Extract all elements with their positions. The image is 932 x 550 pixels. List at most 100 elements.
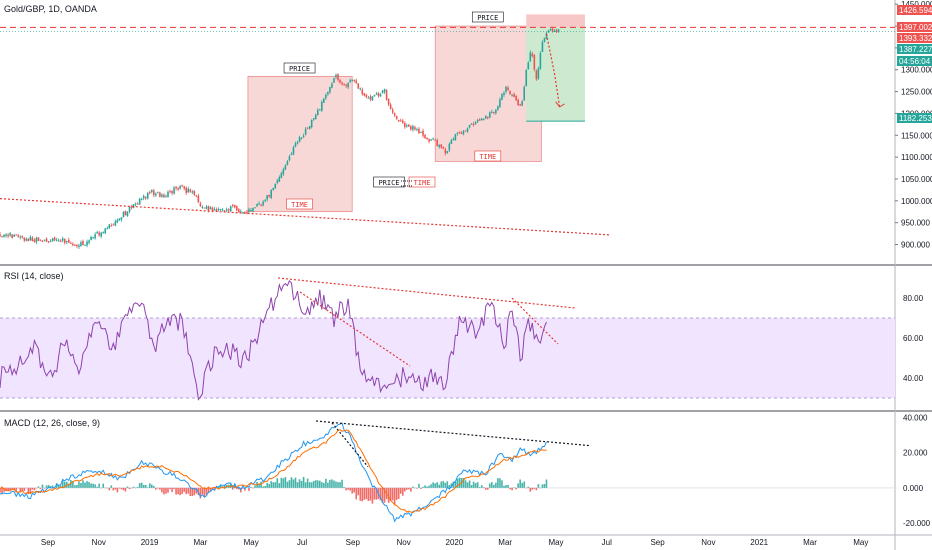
candle-body [298,137,301,143]
macd-histogram-bar [177,487,179,495]
macd-histogram-bar [321,482,323,488]
candle-body [29,236,32,241]
candle-body [304,128,307,135]
macd-histogram-bar [288,480,291,488]
candle-body [541,41,544,52]
candle-body [193,190,196,195]
measure-box-1 [247,75,353,213]
candle-body [102,232,105,234]
candle-body [300,137,303,139]
candle-body [134,203,137,205]
candle-body [535,70,538,80]
candle-body [377,93,380,96]
macd-histogram-bar [312,481,315,488]
box1-time-label-bg [286,198,313,210]
macd-histogram-bar [31,487,34,490]
candle-body [545,33,548,39]
candle-body [294,143,297,147]
candle-body [25,238,28,241]
candle-body [553,30,556,32]
candle-body [78,245,80,247]
candle-body [517,99,519,106]
macd-histogram-bar [21,487,24,491]
candle-body [148,192,151,194]
macd-histogram-bar [274,482,277,488]
macd-histogram-bar [126,486,129,488]
box2-time-label: TIME [479,153,496,161]
macd-histogram-bar [187,487,190,494]
macd-histogram-bar [78,481,80,488]
macd-histogram-bar [25,487,28,489]
candle-body [270,190,273,198]
candle-body [167,191,169,197]
rsi-band [0,317,895,399]
macd-histogram-bar [438,484,441,488]
position-stop-zone [526,14,585,28]
candle-body [221,209,224,211]
macd-histogram-bar [278,483,281,488]
macd-histogram-bar [229,483,232,488]
macd-histogram-bar [155,487,157,490]
time-tick-label: 2021 [750,538,768,547]
macd-histogram-bar [167,487,169,493]
macd-histogram-bar [1,487,3,495]
macd-histogram-bar [142,484,145,488]
macd-histogram-bar [539,487,542,489]
macd-histogram-bar [72,480,74,488]
candle-body [171,190,173,194]
candle-body [434,139,436,141]
macd-histogram-bar [195,487,198,494]
legend-price-label-bg [373,176,405,188]
macd-histogram-bar [493,484,495,488]
candle-body [302,135,305,138]
candle-body [110,225,113,227]
macd-histogram-bar [365,487,368,500]
macd-histogram-bar [183,487,185,492]
macd-series [0,422,895,523]
rsi-line [0,280,547,401]
candle-body [401,120,404,123]
candle-body [505,86,507,92]
price-tag-bg [897,113,932,123]
rsi-title: RSI (14, close) [4,271,64,281]
macd-histogram-bar [458,477,461,488]
macd-histogram-bar [474,483,477,488]
candle-body [306,127,309,129]
macd-histogram-bar [37,486,40,488]
macd-histogram-bar [76,484,78,488]
macd-histogram-bar [136,486,139,488]
macd-histogram-bar [529,487,532,492]
macd-histogram-bar [537,484,540,488]
candle-body [250,210,252,212]
macd-histogram-bar [159,487,161,490]
macd-histogram-bar [486,487,489,490]
macd-histogram-bar [379,487,382,501]
macd-histogram-bar [276,478,279,488]
candle-body [203,207,206,209]
macd-histogram-bar [211,487,214,490]
macd-histogram-bar [29,487,32,493]
price-time-boxes: PRICE TIME PRICE TIME PRICE TIME [247,11,585,213]
macd-histogram-bar [505,485,507,488]
candle-body [314,114,317,120]
macd-tick-label: -20.000 [903,519,931,528]
candle-body [495,109,497,114]
price-tags: 1426.594 1397.002 1393.332 1387.227 04:56:04… [897,5,932,123]
candle-body [529,52,532,62]
candle-body [189,189,192,192]
macd-histogram-bar [153,485,155,488]
candle-body [418,128,420,134]
candle-body [65,240,68,243]
candle-body [511,94,513,96]
candle-body [223,210,226,212]
macd-histogram-bar [98,483,100,488]
candle-body [464,130,467,132]
macd-histogram-bar [92,483,94,488]
box2-time-label-bg [474,150,502,162]
time-tick-label: Mar [498,538,512,547]
macd-histogram-bar [468,480,471,488]
macd-histogram-bar [173,487,175,490]
candle-body [84,244,86,246]
candle-body [118,218,121,221]
